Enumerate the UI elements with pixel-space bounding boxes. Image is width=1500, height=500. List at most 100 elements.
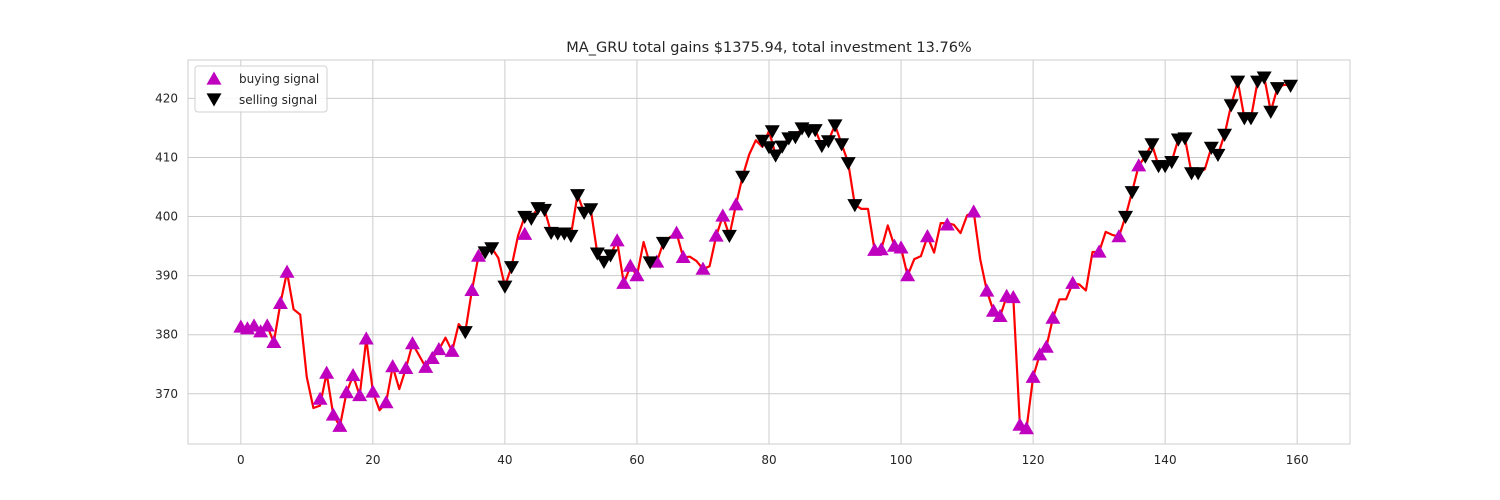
legend-buying-signal-label: buying signal bbox=[239, 72, 319, 86]
selling-signal-marker bbox=[787, 131, 803, 145]
selling-signal-marker bbox=[1210, 148, 1226, 163]
legend: buying signal selling signal bbox=[194, 65, 328, 113]
buying-signal-marker bbox=[338, 385, 354, 399]
buying-signal-marker bbox=[669, 225, 685, 239]
buying-signal-marker bbox=[464, 282, 480, 297]
buying-signal-marker bbox=[873, 242, 889, 256]
buying-signal-marker bbox=[622, 258, 638, 272]
selling-signal-marker bbox=[537, 203, 553, 217]
selling-signal-marker bbox=[1283, 79, 1299, 93]
buying-signal-marker bbox=[345, 367, 361, 382]
buying-signal-marker bbox=[708, 228, 724, 242]
buying-signal-marker bbox=[1005, 289, 1021, 304]
buying-signal-marker bbox=[378, 395, 394, 409]
buying-signal-marker bbox=[900, 268, 916, 282]
buying-signal-marker bbox=[279, 264, 295, 278]
buying-signal-marker bbox=[358, 331, 374, 345]
buying-signal-marker bbox=[992, 308, 1008, 323]
selling-signal-marker bbox=[1269, 82, 1285, 96]
buying-signal-marker bbox=[979, 283, 995, 297]
selling-signal-marker bbox=[764, 125, 780, 139]
y-tick-label: 390 bbox=[155, 269, 178, 283]
selling-signal-marker bbox=[570, 189, 586, 203]
buying-signal-marker bbox=[325, 407, 341, 421]
selling-signal-marker bbox=[1118, 210, 1134, 225]
selling-signal-marker bbox=[807, 124, 823, 138]
selling-signal-marker bbox=[761, 141, 777, 155]
price-line bbox=[240, 75, 1291, 430]
buying-signal-marker bbox=[517, 226, 533, 240]
buying-signal-marker bbox=[312, 391, 328, 405]
selling-signal-marker bbox=[834, 138, 850, 152]
buying-signal-marker bbox=[266, 334, 282, 349]
buying-signal-marker bbox=[418, 359, 434, 373]
selling-signal-marker bbox=[603, 249, 619, 263]
buying-signal-marker bbox=[352, 388, 368, 402]
buying-signal-marker bbox=[404, 336, 420, 350]
selling-signal-marker bbox=[523, 212, 539, 226]
buying-signal-marker bbox=[939, 217, 955, 231]
selling-signal-marker bbox=[497, 280, 513, 294]
buying-signal-marker bbox=[616, 275, 632, 289]
buying-signal-marker bbox=[728, 197, 744, 211]
legend-selling-signal-label: selling signal bbox=[239, 93, 317, 107]
selling-signal-marker-swatch bbox=[206, 93, 222, 107]
buying-signal-marker bbox=[715, 208, 731, 222]
buying-signal-marker bbox=[1018, 421, 1034, 435]
chart-title: MA_GRU total gains $1375.94, total inves… bbox=[566, 40, 971, 56]
y-tick-label: 400 bbox=[155, 210, 178, 224]
x-tick-label: 160 bbox=[1286, 453, 1309, 467]
selling-signal-marker bbox=[1217, 128, 1233, 142]
price-line-layer bbox=[240, 75, 1291, 430]
x-tick-label: 100 bbox=[890, 453, 913, 467]
selling-signal-marker bbox=[1263, 105, 1279, 119]
y-tick-label: 370 bbox=[155, 387, 178, 401]
x-tick-label: 80 bbox=[761, 453, 776, 467]
selling-signal-marker bbox=[1243, 112, 1259, 126]
selling-signal-marker bbox=[735, 170, 751, 184]
selling-signal-marker bbox=[840, 157, 856, 171]
buying-signal-marker bbox=[1025, 369, 1041, 383]
x-tick-label: 0 bbox=[237, 453, 245, 467]
selling-signal-marker bbox=[589, 247, 605, 261]
y-tick-label: 420 bbox=[155, 91, 178, 105]
selling-signal-marker bbox=[583, 203, 599, 217]
buying-signal-marker bbox=[398, 360, 414, 375]
buying-signal-marker bbox=[1045, 310, 1061, 324]
selling-signal-marker bbox=[1256, 71, 1272, 85]
buying-signal-marker bbox=[1032, 347, 1048, 361]
buying-signal-marker bbox=[246, 318, 262, 332]
selling-signal-marker bbox=[820, 135, 836, 149]
selling-signal-marker bbox=[642, 256, 658, 270]
buying-signal-markers bbox=[233, 158, 1147, 435]
selling-signal-marker bbox=[484, 242, 500, 256]
buying-signal-marker bbox=[985, 303, 1001, 317]
buying-signal-marker bbox=[919, 229, 935, 243]
selling-signal-marker bbox=[847, 199, 863, 213]
buying-signal-marker bbox=[471, 248, 486, 262]
y-tick-label: 410 bbox=[155, 150, 178, 164]
selling-signal-marker bbox=[1190, 167, 1206, 181]
buying-signal-marker bbox=[272, 295, 288, 310]
y-tick-label: 380 bbox=[155, 328, 178, 342]
buying-signal-marker bbox=[332, 418, 348, 432]
buying-signal-marker bbox=[1111, 229, 1127, 243]
buying-signal-marker bbox=[675, 249, 691, 263]
selling-signal-marker bbox=[504, 261, 520, 275]
buying-signal-marker bbox=[966, 204, 982, 218]
x-tick-label: 140 bbox=[1154, 453, 1177, 467]
selling-signal-marker bbox=[774, 140, 790, 154]
selling-signal-marker bbox=[1223, 99, 1239, 113]
selling-signal-marker bbox=[1144, 138, 1160, 152]
selling-signal-marker bbox=[1124, 186, 1140, 200]
selling-signal-marker bbox=[655, 236, 671, 251]
buying-signal-marker bbox=[424, 350, 440, 364]
x-tick-label: 120 bbox=[1022, 453, 1045, 467]
x-tick-label: 40 bbox=[497, 453, 512, 467]
tick-labels: 0 20 40 60 80 100 120 140 160 370 380 390 400 410 420 bbox=[155, 91, 1309, 467]
selling-signal-marker bbox=[596, 255, 612, 269]
grid bbox=[188, 60, 1350, 444]
selling-signal-marker bbox=[1164, 155, 1180, 170]
x-tick-label: 20 bbox=[365, 453, 380, 467]
